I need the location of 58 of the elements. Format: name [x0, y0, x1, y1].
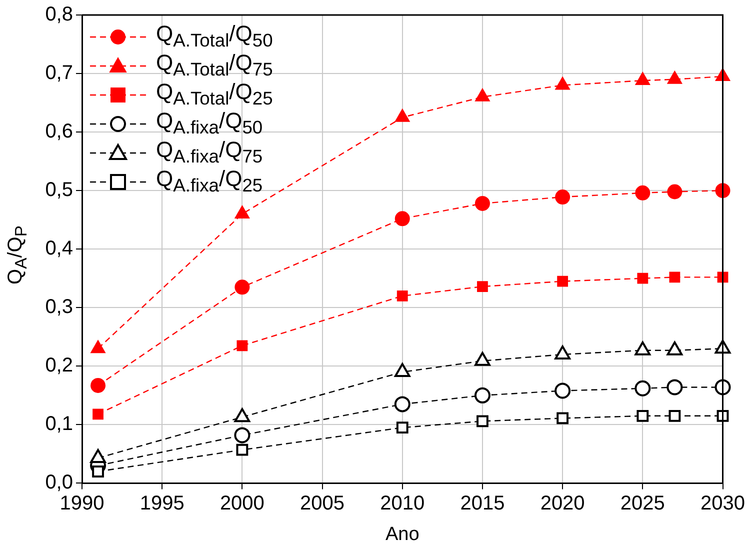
- y-tick-label: 0,4: [45, 238, 73, 260]
- point: [234, 280, 250, 295]
- point: [669, 272, 680, 283]
- x-tick-label: 2015: [460, 492, 505, 515]
- point: [477, 281, 488, 292]
- legend-label: Q$_{A.fixa}$/Q$_{75}$: [156, 137, 263, 168]
- point: [667, 184, 682, 200]
- point: [234, 427, 250, 444]
- point: [554, 382, 571, 399]
- point: [396, 290, 408, 302]
- point: [394, 108, 410, 122]
- point: [635, 185, 650, 200]
- point: [555, 190, 570, 205]
- legend-label: Q$_{A.Total}$/Q$_{25}$: [156, 79, 273, 110]
- point: [90, 378, 106, 393]
- legend-label: Q$_{A.fixa}$/Q$_{25}$: [156, 166, 263, 197]
- point: [236, 444, 248, 456]
- x-tick-label: 2025: [620, 492, 665, 515]
- x-tick-label: 2030: [700, 492, 746, 515]
- point: [396, 422, 408, 434]
- x-tick-label: 2000: [220, 492, 264, 515]
- point: [556, 412, 569, 424]
- legend-label: Q$_{A.Total}$/Q$_{75}$: [156, 50, 273, 81]
- point: [394, 211, 410, 226]
- legend-label: Q$_{A.fixa}$/Q$_{50}$: [156, 108, 263, 139]
- x-axis-title: Ano: [385, 524, 420, 545]
- point: [637, 272, 648, 284]
- x-tick-label: 1995: [140, 492, 184, 515]
- point: [636, 410, 649, 422]
- y-tick-label: 0,3: [45, 296, 73, 318]
- point: [557, 276, 568, 287]
- point: [476, 415, 488, 428]
- point: [474, 196, 490, 211]
- y-tick-label: 0,8: [45, 4, 73, 26]
- point: [635, 72, 650, 86]
- y-tick-label: 0,7: [45, 62, 73, 84]
- x-tick-label: 2010: [380, 492, 425, 515]
- y-tick-label: 0,0: [45, 472, 73, 494]
- y-tick-label: 0,1: [45, 413, 73, 436]
- point: [475, 88, 490, 102]
- x-tick-label: 1990: [60, 492, 104, 515]
- y-tick-label: 0,6: [45, 120, 73, 143]
- y-tick-label: 0,5: [45, 179, 73, 202]
- y-tick-label: 0,2: [45, 354, 73, 377]
- point: [234, 205, 250, 218]
- point: [394, 396, 410, 412]
- point: [236, 340, 248, 352]
- point: [666, 379, 683, 396]
- legend-label: Q$_{A.Total}$/Q$_{50}$: [156, 21, 273, 52]
- point: [474, 387, 490, 404]
- point: [667, 70, 682, 84]
- point: [92, 466, 104, 478]
- point: [92, 408, 104, 420]
- x-tick-label: 2020: [540, 492, 585, 515]
- point: [634, 380, 651, 396]
- point: [555, 76, 570, 90]
- point: [668, 410, 681, 422]
- x-tick-label: 2005: [300, 492, 345, 515]
